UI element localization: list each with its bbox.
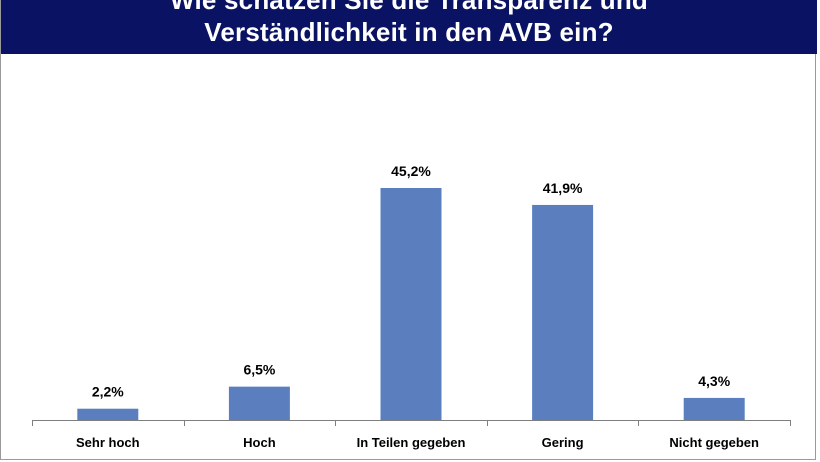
data-label-2: 45,2% [391,163,431,179]
bar-1 [228,386,290,420]
title-banner: Wie schätzen Sie die Transparenz und Ver… [1,0,817,54]
chart-title-line-2: Verständlichkeit in den AVB ein? [204,17,614,47]
bar-3 [532,204,594,420]
bar-2 [380,188,442,420]
data-label-0: 2,2% [92,384,124,400]
data-label-3: 41,9% [543,180,583,196]
chart-title-line-1: Wie schätzen Sie die Transparenz und [170,0,648,15]
x-tick-label-3: Gering [542,435,584,450]
x-tick-label-2: In Teilen gegeben [357,435,466,450]
x-tick-label-4: Nicht gegeben [669,435,759,450]
x-tick-label-0: Sehr hoch [76,435,140,450]
bar-0 [77,408,139,420]
bar-4 [683,397,745,420]
data-label-1: 6,5% [243,362,275,378]
x-tick-label-1: Hoch [243,435,276,450]
data-label-4: 4,3% [698,373,730,389]
